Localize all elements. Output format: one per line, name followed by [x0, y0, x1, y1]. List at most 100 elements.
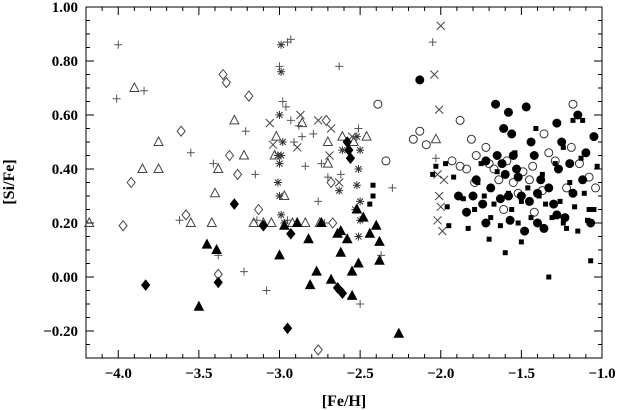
point-circle-filled — [492, 151, 502, 160]
point-square-filled — [588, 258, 594, 264]
x-tick-label: −2.0 — [427, 366, 454, 382]
point-circle-open — [544, 148, 554, 158]
point-plus — [294, 121, 303, 130]
point-square-filled — [443, 161, 449, 167]
point-plus — [286, 35, 295, 44]
point-square-filled — [543, 201, 549, 207]
point-square-filled — [502, 250, 508, 256]
point-triangle-open — [266, 216, 277, 227]
point-x — [325, 151, 334, 160]
x-tick-label: −2.5 — [346, 366, 373, 382]
point-circle-open — [481, 142, 491, 152]
point-circle-filled — [589, 132, 599, 142]
point-square-filled — [478, 161, 484, 167]
point-circle-filled — [565, 159, 575, 169]
point-asterisk — [273, 178, 282, 187]
point-triangle-filled — [201, 238, 213, 249]
point-triangle-open — [337, 130, 348, 141]
point-circle-filled — [568, 188, 578, 198]
point-square-filled — [465, 225, 471, 231]
point-diamond-open — [253, 203, 264, 216]
point-triangle-filled — [304, 279, 316, 290]
point-plus — [186, 148, 195, 157]
point-circle-filled — [536, 175, 546, 185]
point-diamond-filled — [141, 279, 151, 291]
point-square-filled — [549, 215, 555, 221]
point-diamond-open — [218, 68, 228, 81]
point-plus — [275, 62, 284, 71]
x-tick-label: −4.0 — [105, 366, 132, 382]
point-plus — [140, 86, 149, 95]
point-circle-filled — [453, 191, 463, 201]
point-circle-filled — [468, 191, 478, 201]
point-square-filled — [460, 196, 466, 202]
point-x — [296, 110, 305, 120]
point-diamond-open — [313, 344, 323, 356]
point-triangle-filled — [370, 219, 382, 230]
point-circle-filled — [557, 137, 567, 147]
point-plus — [209, 159, 218, 168]
point-triangle-open — [270, 130, 282, 141]
point-square-filled — [475, 180, 481, 185]
point-asterisk — [356, 146, 365, 155]
point-triangle-filled — [303, 233, 314, 244]
point-triangle-filled — [325, 273, 337, 284]
point-triangle-open — [206, 216, 218, 227]
x-axis-title: [Fe/H] — [322, 393, 366, 410]
point-triangle-open — [129, 81, 140, 92]
point-square-filled — [370, 193, 376, 199]
point-circle-open — [529, 207, 539, 217]
point-x — [429, 70, 439, 79]
point-plus — [262, 286, 271, 295]
point-circle-open — [421, 140, 431, 150]
point-triangle-open — [185, 216, 197, 227]
point-triangle-open — [279, 189, 290, 200]
plot-frame — [85, 6, 603, 359]
point-plus — [317, 159, 326, 168]
point-plus — [335, 62, 344, 71]
point-diamond-filled — [345, 152, 356, 165]
point-circle-open — [591, 183, 601, 193]
y-tick-label: 0.00 — [52, 270, 78, 286]
point-square-filled — [557, 198, 563, 204]
point-diamond-filled — [286, 227, 296, 240]
point-square-filled — [591, 207, 597, 212]
point-circle-open — [489, 164, 499, 174]
point-triangle-filled — [374, 254, 385, 265]
point-diamond-filled — [344, 144, 354, 156]
point-circle-filled — [497, 159, 507, 169]
point-circle-filled — [560, 213, 570, 223]
point-square-filled — [584, 217, 590, 223]
point-square-filled — [560, 220, 566, 226]
point-square-filled — [486, 236, 492, 242]
point-triangle-filled — [346, 265, 358, 276]
point-circle-filled — [500, 169, 510, 179]
point-triangle-filled — [335, 246, 347, 257]
point-triangle-open — [137, 162, 148, 173]
point-square-filled — [533, 126, 539, 131]
point-square-filled — [578, 155, 584, 161]
y-tick-label: 0.60 — [52, 108, 78, 124]
point-plus — [314, 197, 323, 206]
point-plus — [241, 127, 250, 136]
point-triangle-open — [430, 133, 442, 144]
point-triangle-filled — [358, 211, 369, 222]
point-square-filled — [580, 117, 586, 123]
point-circle-open — [574, 159, 584, 169]
point-circle-filled — [495, 194, 505, 204]
point-square-filled — [518, 239, 524, 245]
point-x — [436, 202, 446, 212]
point-x — [436, 21, 446, 31]
point-plus — [114, 40, 123, 49]
point-plus — [428, 38, 437, 47]
point-circle-filled — [513, 172, 523, 182]
point-circle-filled — [552, 118, 562, 128]
point-asterisk — [275, 111, 284, 119]
x-tick-label: −1.0 — [588, 366, 615, 382]
point-triangle-open — [212, 162, 224, 173]
point-asterisk — [275, 159, 284, 168]
point-asterisk — [277, 67, 286, 76]
y-tick-label: 0.20 — [52, 216, 78, 232]
point-triangle-filled — [316, 216, 327, 227]
